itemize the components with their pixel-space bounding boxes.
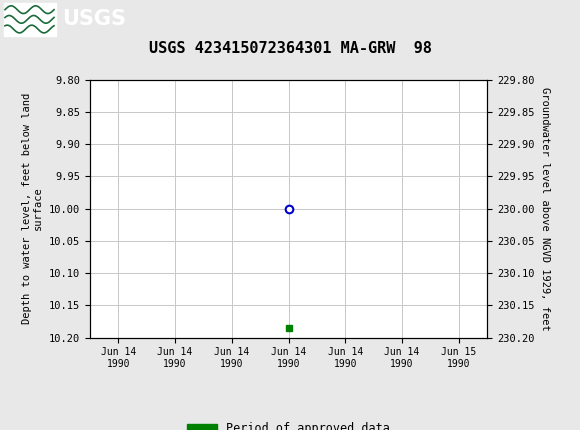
Legend: Period of approved data: Period of approved data (183, 418, 394, 430)
Text: USGS: USGS (62, 9, 126, 29)
Text: USGS 423415072364301 MA-GRW  98: USGS 423415072364301 MA-GRW 98 (148, 41, 432, 56)
Y-axis label: Groundwater level above NGVD 1929, feet: Groundwater level above NGVD 1929, feet (540, 87, 550, 330)
FancyBboxPatch shape (4, 3, 56, 36)
Y-axis label: Depth to water level, feet below land
surface: Depth to water level, feet below land su… (22, 93, 44, 324)
